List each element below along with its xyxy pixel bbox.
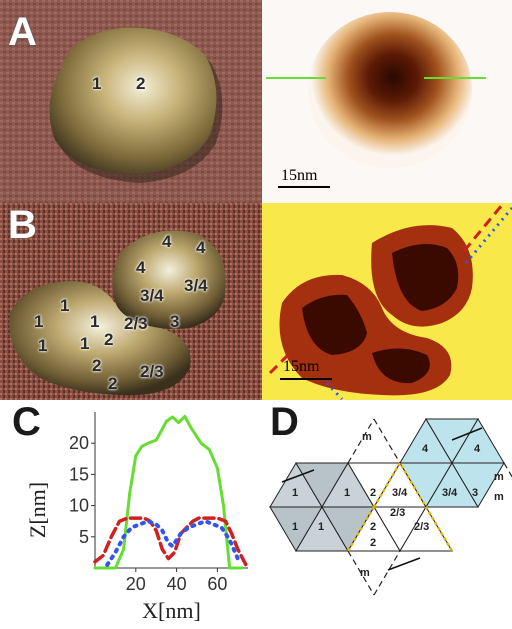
panel-a-mark-2: 2: [136, 74, 146, 93]
scalebar-b: [280, 378, 332, 380]
net-label: 2/3: [390, 507, 405, 519]
heightmap-image-a: [262, 0, 512, 203]
series-line-red: [93, 516, 248, 567]
net-label: 3/4: [442, 487, 458, 499]
panel-b-mark: 2: [108, 374, 118, 393]
panel-b-mark: 3/4: [184, 276, 208, 295]
panel-c-label: C: [12, 400, 41, 444]
x-tick-label: 40: [167, 574, 187, 594]
x-tick-label: 20: [126, 574, 146, 594]
series-line-green: [93, 414, 244, 570]
panel-b-heightmap: [262, 203, 512, 400]
panel-b-mark: 2: [104, 330, 114, 349]
net-label: 3/4: [392, 487, 408, 499]
panel-a-heightmap: [262, 0, 512, 203]
y-tick-label: 20: [69, 433, 89, 453]
panel-b-mark: 2/3: [124, 314, 148, 333]
net-label: 2: [370, 487, 376, 499]
panel-b-mark: 4: [136, 258, 146, 277]
net-label: 2/3: [414, 521, 429, 533]
m-label: m: [362, 431, 372, 443]
net-label: 1: [292, 487, 298, 499]
panel-a-topography: [0, 0, 262, 203]
panel-b-label: B: [8, 203, 37, 247]
panel-d-label: D: [270, 400, 299, 444]
panel-b-mark: 2: [92, 356, 102, 375]
panel-b-topography: [0, 203, 262, 400]
heightmap-image-b: [262, 203, 512, 400]
m-label: m: [360, 567, 370, 579]
net-label: 2: [370, 521, 376, 533]
y-tick-label: 15: [69, 464, 89, 484]
net-label: 2: [370, 537, 376, 549]
net-label: 3: [472, 487, 478, 499]
panel-b-mark: 2/3: [140, 362, 164, 381]
x-tick-label: 60: [207, 574, 227, 594]
net-label: 4: [474, 443, 481, 455]
x-axis-label: X[nm]: [142, 598, 201, 623]
scalebar-a: [278, 186, 330, 188]
y-tick-label: 5: [79, 527, 89, 547]
afm-image-a: [0, 0, 262, 203]
height-profile-chart: 5 10 15 20 20 40 60 X[nm] Z[nm]: [25, 412, 248, 623]
panel-b-mark: 1: [80, 334, 90, 353]
afm-image-b: [0, 203, 262, 400]
panel-b-mark: 4: [162, 232, 172, 251]
panel-b-mark: 1: [90, 312, 100, 331]
y-axis-label: Z[nm]: [25, 482, 50, 538]
panel-b-mark: 4: [196, 238, 206, 257]
y-tick-label: 10: [69, 496, 89, 516]
m-label: m: [494, 471, 504, 483]
panel-b-mark: 3: [170, 312, 180, 331]
net-label: 1: [344, 487, 350, 499]
panel-a-label: A: [8, 10, 37, 54]
panel-a-mark-1: 1: [92, 74, 102, 93]
series-line-blue: [105, 519, 240, 567]
net-label: 1: [318, 521, 324, 533]
m-label: m: [494, 491, 504, 503]
scalebar-b-label: 15nm: [283, 358, 320, 375]
panel-b-mark: 1: [38, 336, 48, 355]
net-label: 1: [292, 521, 298, 533]
panel-b-mark: 1: [60, 296, 70, 315]
panel-b-mark: 1: [34, 312, 44, 331]
net-label: 4: [422, 443, 429, 455]
scalebar-a-label: 15nm: [281, 167, 318, 184]
panel-b-mark: 3/4: [140, 286, 164, 305]
triangle-net-diagram: 1 1 1 1 2 2 2/3 2/3 3/4 3/4 4 4 3 2 m m …: [269, 418, 512, 596]
